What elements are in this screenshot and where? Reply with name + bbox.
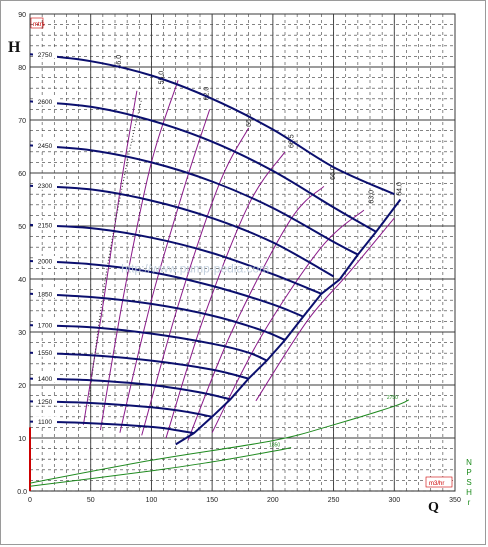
head-curve-label-bg [33,396,57,406]
head-curve [29,223,322,295]
npsh-curve-label: 2750 [387,395,398,401]
y-tick-label: 70 [18,118,26,125]
head-curve-label-bg [33,140,57,150]
head-curve [29,420,195,435]
y-unit-box [30,17,44,29]
x-tick-label: 150 [206,497,218,504]
npsh-curve [29,399,410,484]
head-curve-label: 2600 [38,99,53,106]
head-curve-label: 1700 [38,323,53,330]
head-curve-label: 2150 [38,222,53,229]
head-curve-label-bg [33,219,57,229]
y-tick-label: 20 [18,383,26,390]
head-curve [29,260,304,318]
head-curve [29,377,231,401]
y-unit-label: mtrs [33,22,45,28]
head-curve-label-bg [33,180,57,190]
watermark: http://www.pump-pedia.com [121,262,269,276]
head-curve-label: 2000 [38,258,53,265]
head-curve-label-bg [33,255,57,265]
head-curve-label-bg [33,347,57,357]
head-curve-label: 1100 [38,419,52,426]
end-of-curve-line [175,198,402,446]
x-axis-label: Q [428,500,439,515]
x-tick-label: 300 [388,497,400,504]
head-curve-label: 2450 [38,143,53,150]
x-tick-label: 50 [87,497,95,504]
head-curve [29,324,268,362]
npsh-curve [29,447,292,487]
y-axis-label: H [8,39,21,56]
npsh-axis-label: N P S H r [464,458,474,508]
y-tick-label: 40 [18,277,26,284]
head-curve-label: 2750 [38,52,53,59]
head-curve-label-bg [33,49,57,59]
head-curve-label: 2300 [38,183,53,190]
y-zero-label: 0.0 [17,489,27,496]
efficiency-curve [165,151,286,439]
head-curve-label: 1400 [38,376,53,383]
npsh-letter-2: P [466,468,472,477]
y-tick-label: 30 [18,330,26,337]
efficiency-curve [211,209,365,433]
head-curve [29,400,213,418]
y-tick-label: 80 [18,65,26,72]
efficiency-label: 64.0 [397,182,404,196]
efficiency-label: 65.0 [246,113,253,127]
x-tick-label: 100 [146,497,158,504]
y-tick-label: 10 [18,436,26,443]
head-curve-label-bg [33,320,57,330]
efficiency-label: 63.0 [369,190,376,204]
head-curve-label: 1550 [38,350,53,357]
head-curve-label: 1850 [38,291,53,298]
efficiency-curve [119,109,211,433]
npsh-letter-4: H [466,488,472,497]
efficiency-curve [99,80,179,431]
y-tick-label: 60 [18,171,26,178]
head-curve [29,351,249,380]
head-curve [29,292,286,341]
head-curve-label-bg [33,288,57,298]
x-unit-box [425,476,453,488]
efficiency-label: 66.0 [330,166,337,180]
head-curve-label-bg [33,373,57,383]
head-curve [29,184,335,278]
y-tick-label: 50 [18,224,26,231]
efficiency-curve-dotted [87,98,143,407]
npsh-letter-1: N [466,458,472,467]
head-curve-label-bg [33,96,57,106]
x-unit-label: m3/hr [429,481,444,487]
npsh-letter-3: S [466,478,472,487]
head-curve-label-bg [33,416,57,426]
efficiency-label: 55.0 [159,71,166,85]
x-tick-label: 0 [28,497,32,504]
y-tick-label: 90 [18,12,26,19]
x-tick-label: 250 [328,497,340,504]
npsh-curve-label: 1850 [269,443,280,449]
efficiency-label: 46.0 [116,55,123,69]
efficiency-label: 62.0 [204,87,211,101]
efficiency-curve [255,217,395,402]
head-curve [29,53,395,196]
head-curve-label: 1250 [38,399,53,406]
head-curve [29,144,359,256]
x-tick-label: 200 [267,497,279,504]
efficiency-curve [187,185,325,441]
head-curve [29,100,377,233]
plot-area [29,13,456,492]
x-tick-label: 350 [449,497,461,504]
npsh-letter-5: r [467,498,471,507]
